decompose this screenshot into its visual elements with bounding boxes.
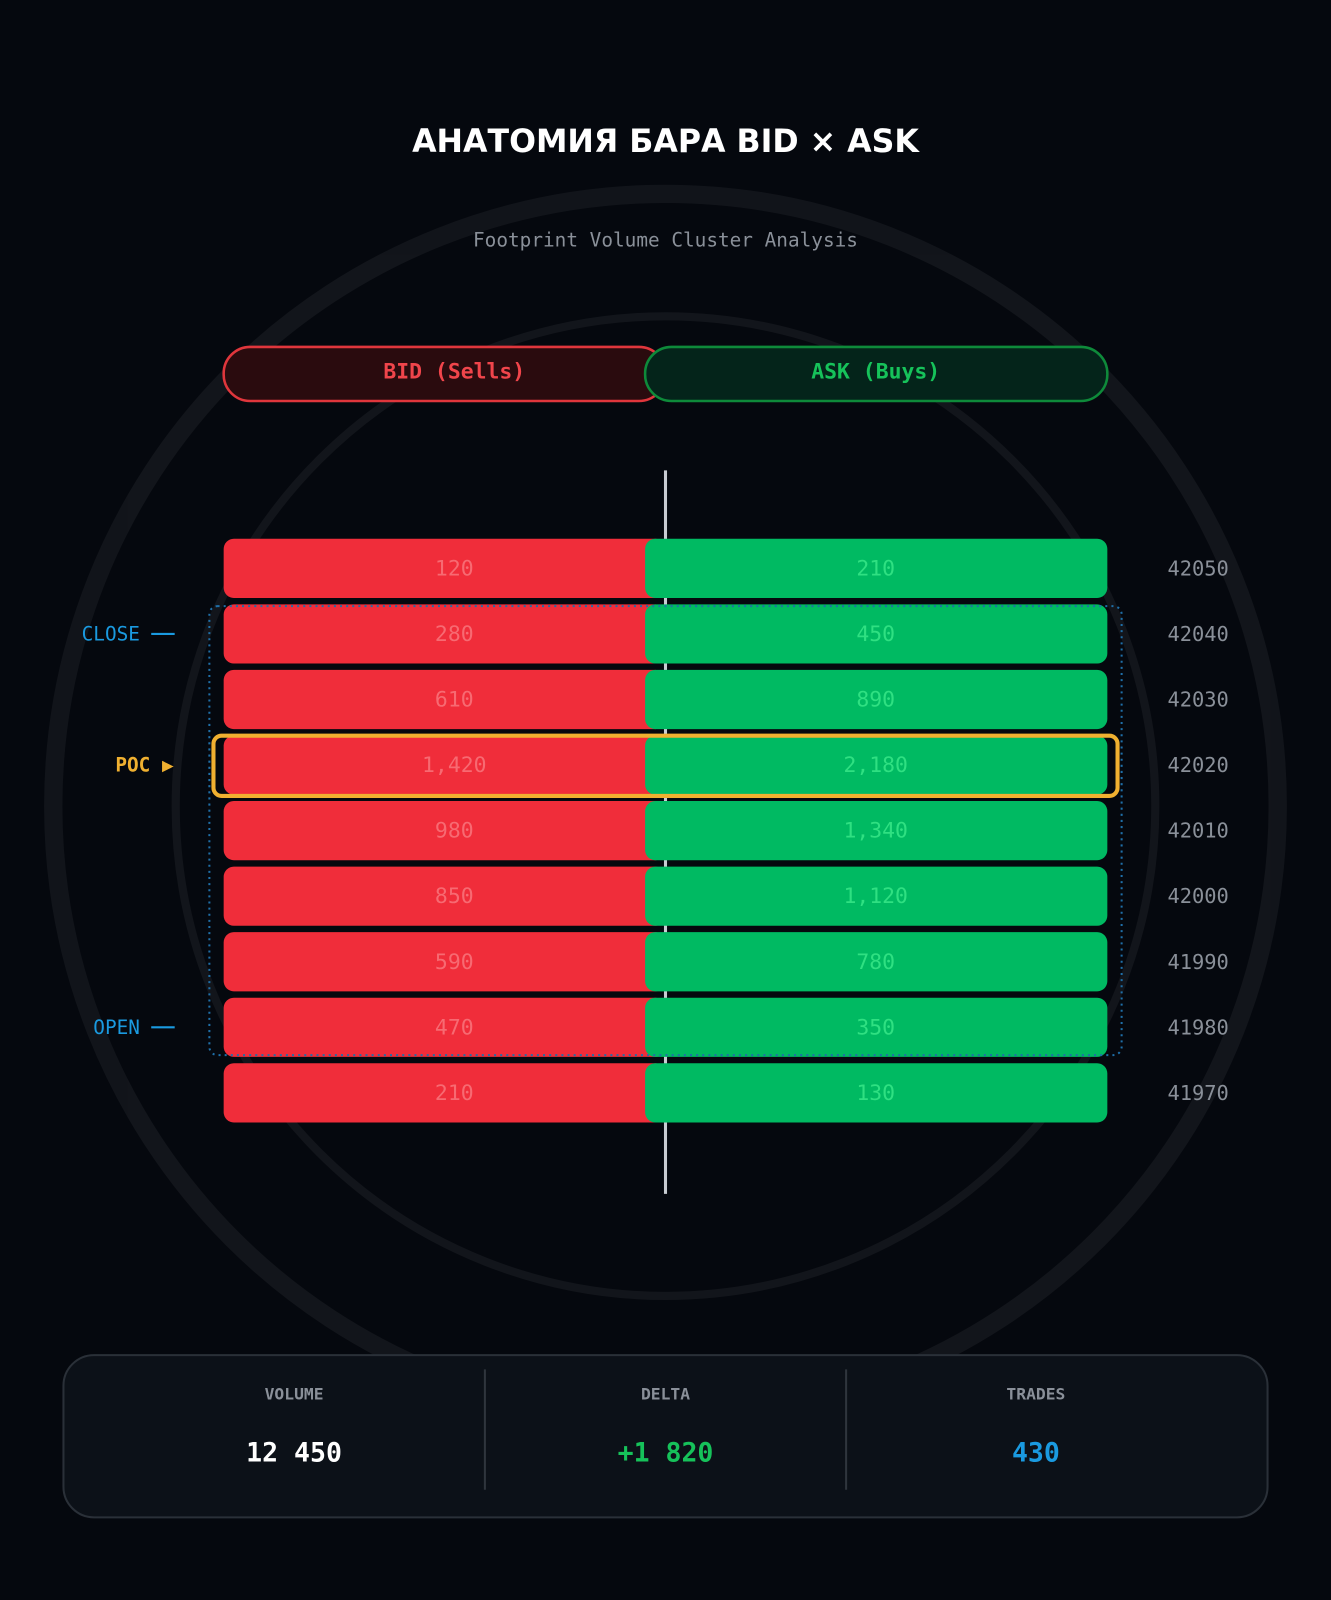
ask-header-box	[643, 345, 1109, 403]
bid-value: 470	[435, 1015, 474, 1040]
bid-cell	[223, 997, 666, 1057]
stat-value: 12 450	[246, 1438, 342, 1469]
ask-value: 1,120	[843, 884, 907, 909]
title: АНАТОМИЯ БАРА BID × ASK	[412, 124, 920, 160]
poc-highlight	[211, 733, 1120, 798]
bid-cell	[223, 604, 666, 664]
value-area	[208, 605, 1123, 1057]
bid-value: 120	[435, 556, 474, 581]
bid-value: 210	[435, 1081, 474, 1106]
bid-value: 1,420	[422, 753, 486, 778]
price-label: 41980	[1167, 1015, 1228, 1039]
ask-cell	[645, 866, 1108, 926]
price-label: 42000	[1167, 884, 1228, 908]
ask-value: 130	[856, 1081, 895, 1106]
stat-label: DELTA	[641, 1384, 690, 1403]
ask-cell	[645, 997, 1108, 1057]
poc-marker: POC ▶	[115, 754, 174, 777]
bid-value: 980	[435, 819, 474, 844]
price-label: 41970	[1167, 1081, 1228, 1105]
close-marker: CLOSE	[82, 622, 140, 645]
ask-value: 1,340	[843, 819, 907, 844]
bid-cell	[223, 538, 666, 598]
bid-cell	[223, 669, 666, 730]
bid-value: 850	[435, 884, 474, 909]
ask-header: ASK (Buys)	[811, 359, 940, 384]
price-label: 42050	[1167, 556, 1228, 580]
ask-value: 2,180	[843, 753, 907, 778]
bid-value: 590	[435, 950, 474, 975]
stat-label: VOLUME	[265, 1384, 324, 1403]
ask-value: 890	[856, 688, 895, 713]
price-label: 42040	[1167, 622, 1228, 646]
stat-label: TRADES	[1006, 1384, 1065, 1403]
ask-value: 780	[856, 950, 895, 975]
ask-cell	[645, 538, 1108, 598]
stat-value: 430	[1012, 1438, 1060, 1469]
bid-cell	[223, 735, 666, 795]
ask-cell	[645, 735, 1108, 795]
price-label: 42020	[1167, 753, 1228, 777]
bid-cell	[223, 932, 666, 992]
bid-value: 610	[435, 688, 474, 713]
ask-value: 210	[856, 556, 895, 581]
ask-cell	[645, 801, 1108, 861]
ask-cell	[645, 604, 1108, 664]
ask-cell	[645, 669, 1108, 730]
subtitle: Footprint Volume Cluster Analysis	[473, 228, 858, 251]
price-label: 41990	[1167, 950, 1228, 974]
open-marker: OPEN	[93, 1016, 140, 1039]
price-label: 42010	[1167, 819, 1228, 843]
bid-value: 280	[435, 622, 474, 647]
bid-header: BID (Sells)	[383, 359, 525, 384]
ask-cell	[645, 932, 1108, 992]
ask-value: 450	[856, 622, 895, 647]
bid-cell	[223, 1063, 666, 1123]
price-label: 42030	[1167, 688, 1228, 712]
ask-value: 350	[856, 1015, 895, 1040]
stat-value: +1 820	[618, 1438, 714, 1469]
stats-panel	[62, 1354, 1269, 1519]
ask-cell	[645, 1063, 1108, 1123]
bid-cell	[223, 801, 666, 861]
bid-cell	[223, 866, 666, 926]
